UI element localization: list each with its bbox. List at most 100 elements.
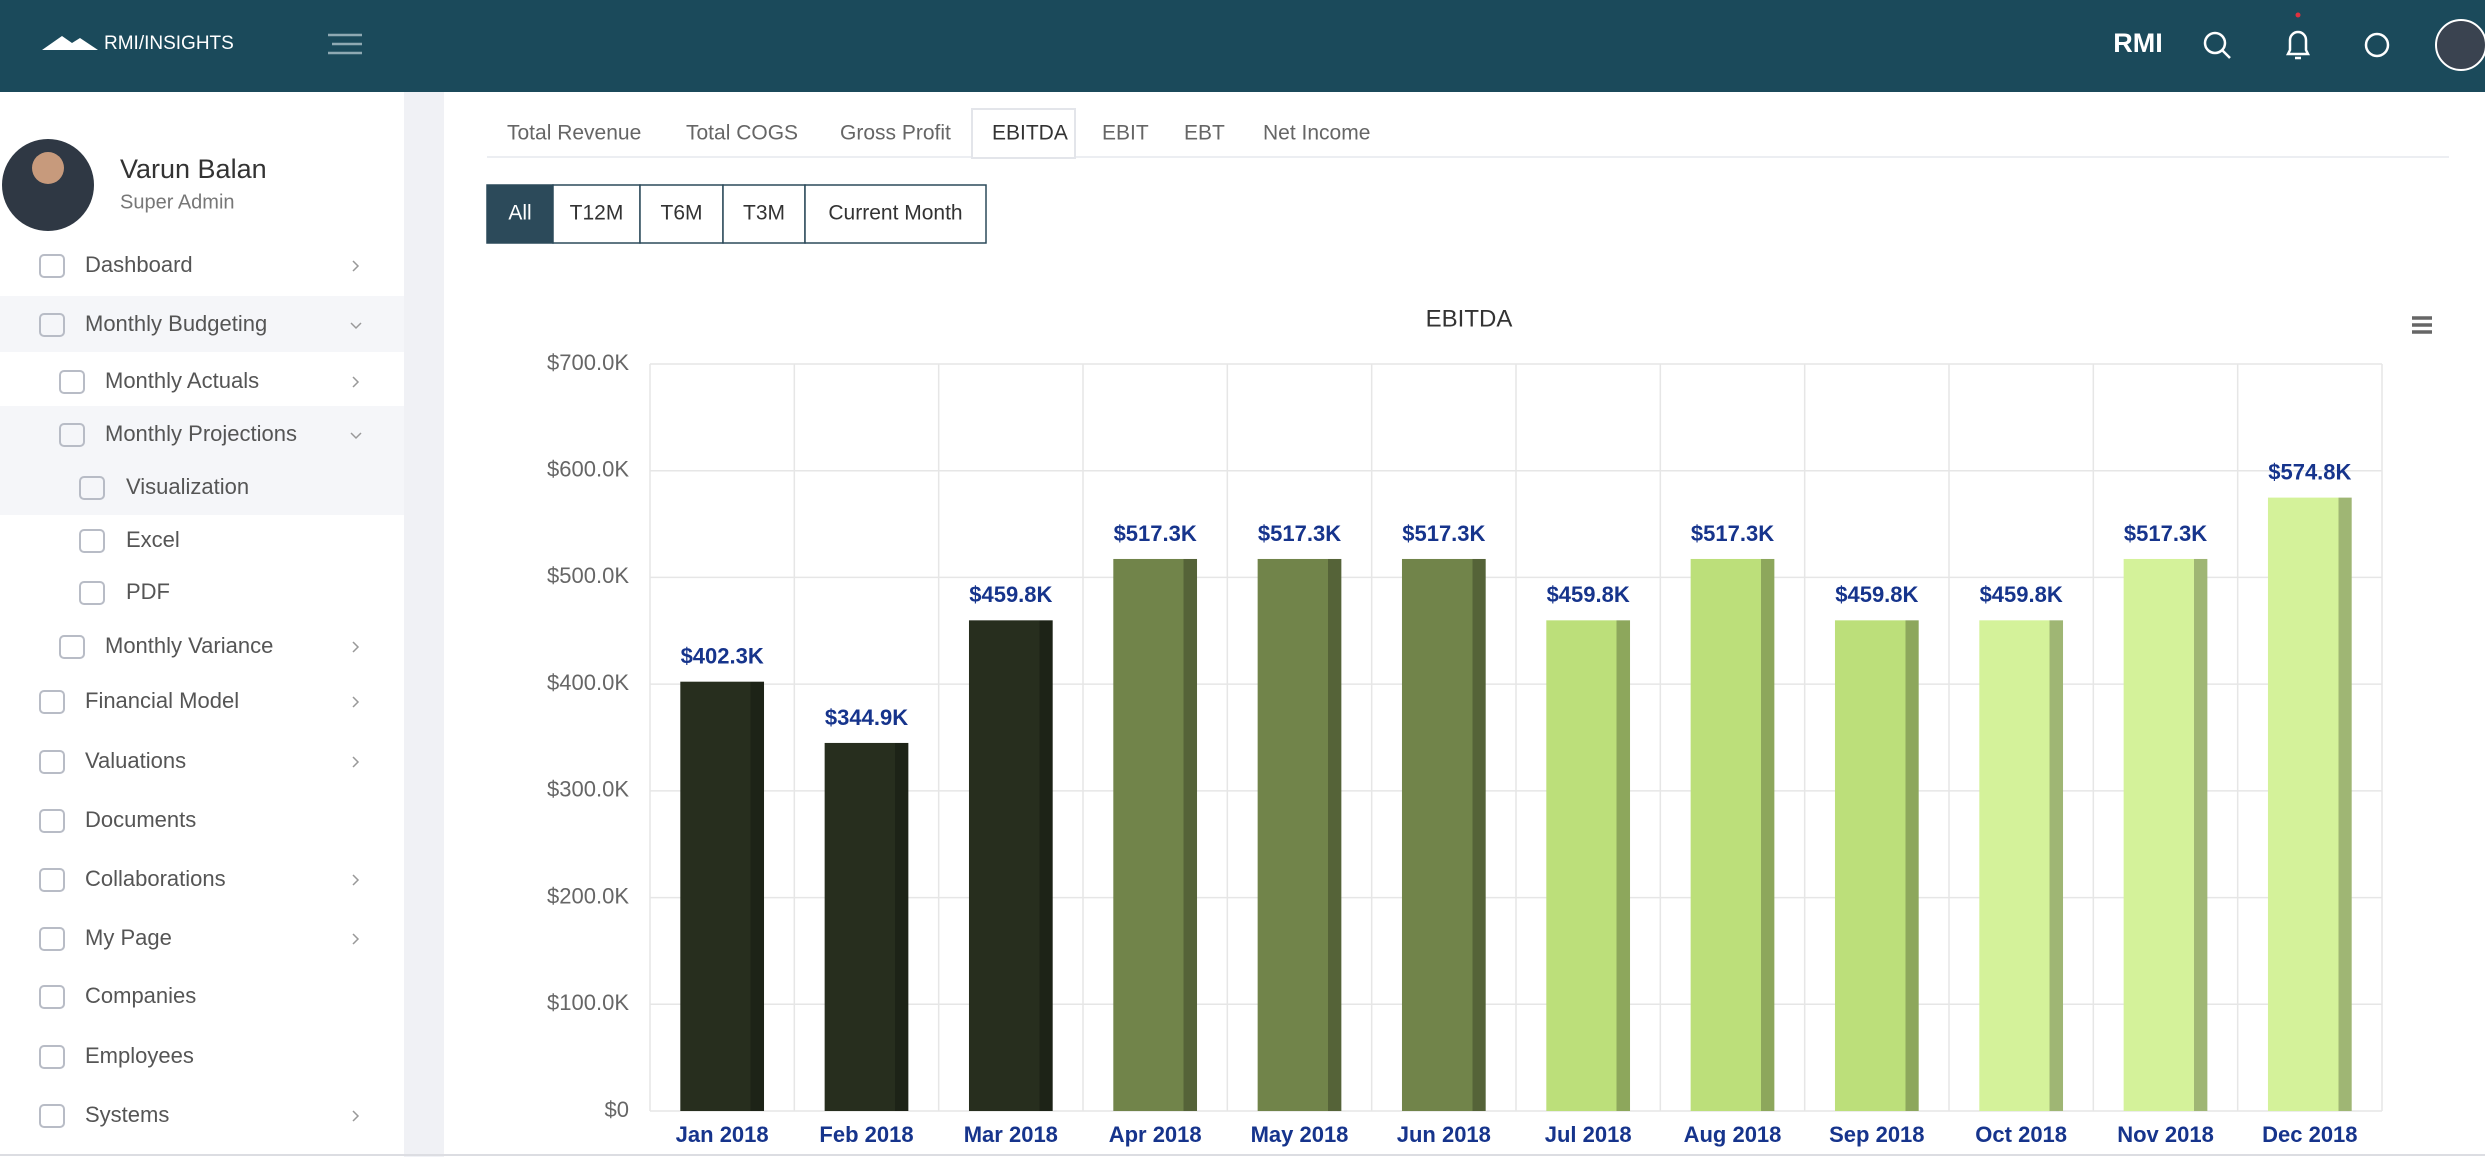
menu-item[interactable]: Excel <box>126 527 180 552</box>
org-name[interactable]: RMI <box>2113 28 2163 58</box>
user-avatar-face <box>32 152 64 184</box>
x-tick-label: Dec 2018 <box>2262 1122 2357 1147</box>
menu-icon <box>59 635 85 659</box>
menu-item[interactable]: Companies <box>85 983 196 1008</box>
user-avatar <box>2 139 94 231</box>
menu-toggle[interactable] <box>328 33 362 55</box>
menu-item[interactable]: Employees <box>85 1043 194 1068</box>
filter-button[interactable] <box>552 184 641 244</box>
menu-item[interactable]: Monthly Projections <box>105 421 297 446</box>
menu-item[interactable]: Collaborations <box>85 866 226 891</box>
x-tick-label: May 2018 <box>1251 1122 1349 1147</box>
menu-icon <box>79 581 105 605</box>
y-tick-label: $300.0K <box>547 777 629 802</box>
logo[interactable]: RMI/INSIGHTS <box>104 33 234 54</box>
tabs: Total Revenue Total COGS Gross Profit EBITD… <box>507 108 1370 159</box>
filters: All T12M T6M T3M Current Month <box>486 184 987 244</box>
filter-button[interactable] <box>804 184 987 244</box>
menu-icon <box>39 254 65 278</box>
chevron <box>352 874 360 886</box>
x-tick-label: Jul 2018 <box>1545 1122 1632 1147</box>
filter-label[interactable]: T12M <box>570 202 624 225</box>
bar <box>1834 620 1919 1111</box>
tab[interactable]: EBT <box>1184 122 1225 145</box>
header-avatar[interactable] <box>2435 19 2485 71</box>
menu-item[interactable]: Systems <box>85 1102 169 1127</box>
x-tick-label: Aug 2018 <box>1684 1122 1782 1147</box>
menu-icon <box>39 985 65 1009</box>
menu-item[interactable]: Dashboard <box>85 252 193 277</box>
chart-menu[interactable] <box>2412 316 2432 334</box>
sidebar <box>0 92 404 1157</box>
menu-item[interactable]: Financial Model <box>85 688 239 713</box>
menu-item[interactable]: Documents <box>85 807 196 832</box>
bar <box>680 681 765 1111</box>
menu-item[interactable]: PDF <box>126 579 170 604</box>
menu-item[interactable]: Monthly Variance <box>105 633 273 658</box>
y-tick-label: $500.0K <box>547 563 629 588</box>
user-name: Varun Balan <box>120 154 267 184</box>
menu-icon <box>39 868 65 892</box>
menu-icon <box>39 927 65 951</box>
x-tick-label: Apr 2018 <box>1109 1122 1202 1147</box>
search-icon[interactable] <box>2203 31 2231 59</box>
chart: $0 $100.0K $200.0K $300.0K $400.0K $500.0K $60… <box>547 350 2383 1147</box>
filter-label[interactable]: T6M <box>661 202 703 225</box>
value-label: $459.8K <box>1980 582 2063 607</box>
filter-button[interactable] <box>639 184 724 244</box>
logo-icon <box>42 36 98 50</box>
menu-item[interactable]: Monthly Actuals <box>105 368 259 393</box>
chevron <box>352 1110 360 1122</box>
filter-label[interactable]: T3M <box>743 202 785 225</box>
menu-item[interactable]: Visualization <box>126 474 249 499</box>
chevron <box>352 376 360 388</box>
y-tick-label: $100.0K <box>547 990 629 1015</box>
chevron <box>352 260 360 272</box>
menu-icon <box>39 690 65 714</box>
menu-highlight <box>0 296 404 352</box>
value-label: $574.8K <box>2268 459 2351 484</box>
value-label: $344.9K <box>825 705 908 730</box>
tab[interactable]: Total Revenue <box>507 122 641 145</box>
filter-button[interactable] <box>722 184 806 244</box>
x-tick-label: Feb 2018 <box>819 1122 913 1147</box>
chart-title: EBITDA <box>1426 305 1513 332</box>
chat-icon[interactable] <box>2364 32 2390 58</box>
bar <box>1257 558 1342 1111</box>
y-tick-label: $600.0K <box>547 457 629 482</box>
tab[interactable]: Net Income <box>1263 122 1370 145</box>
tab[interactable]: Total COGS <box>686 122 798 145</box>
value-label: $459.8K <box>969 582 1052 607</box>
chevron <box>352 696 360 708</box>
value-label: $517.3K <box>1258 521 1341 546</box>
bar <box>1979 620 2064 1111</box>
bar <box>2123 558 2208 1111</box>
bar <box>824 742 909 1111</box>
chevron <box>352 933 360 945</box>
menu-highlight <box>0 459 404 515</box>
value-label: $517.3K <box>1402 521 1485 546</box>
menu-item[interactable]: My Page <box>85 925 172 950</box>
top-bar <box>0 0 2485 92</box>
tab[interactable]: Gross Profit <box>840 122 951 145</box>
tab[interactable]: EBITDA <box>992 122 1068 145</box>
menu-icon <box>79 529 105 553</box>
y-tick-label: $200.0K <box>547 883 629 908</box>
y-tick-label: $0 <box>605 1097 629 1122</box>
bell-icon[interactable] <box>2285 30 2311 60</box>
filter-label[interactable]: All <box>508 202 531 225</box>
value-label: $517.3K <box>1114 521 1197 546</box>
tab[interactable]: EBIT <box>1102 122 1149 145</box>
menu-item[interactable]: Monthly Budgeting <box>85 311 267 336</box>
sidebar-gutter <box>404 92 444 1157</box>
menu-icon <box>39 750 65 774</box>
filter-label[interactable]: Current Month <box>828 202 962 225</box>
menu-item[interactable]: Valuations <box>85 748 186 773</box>
x-tick-label: Oct 2018 <box>1975 1122 2067 1147</box>
bar <box>1546 620 1631 1111</box>
value-label: $517.3K <box>1691 521 1774 546</box>
menu-icon <box>39 313 65 337</box>
tab-active <box>971 108 1076 159</box>
